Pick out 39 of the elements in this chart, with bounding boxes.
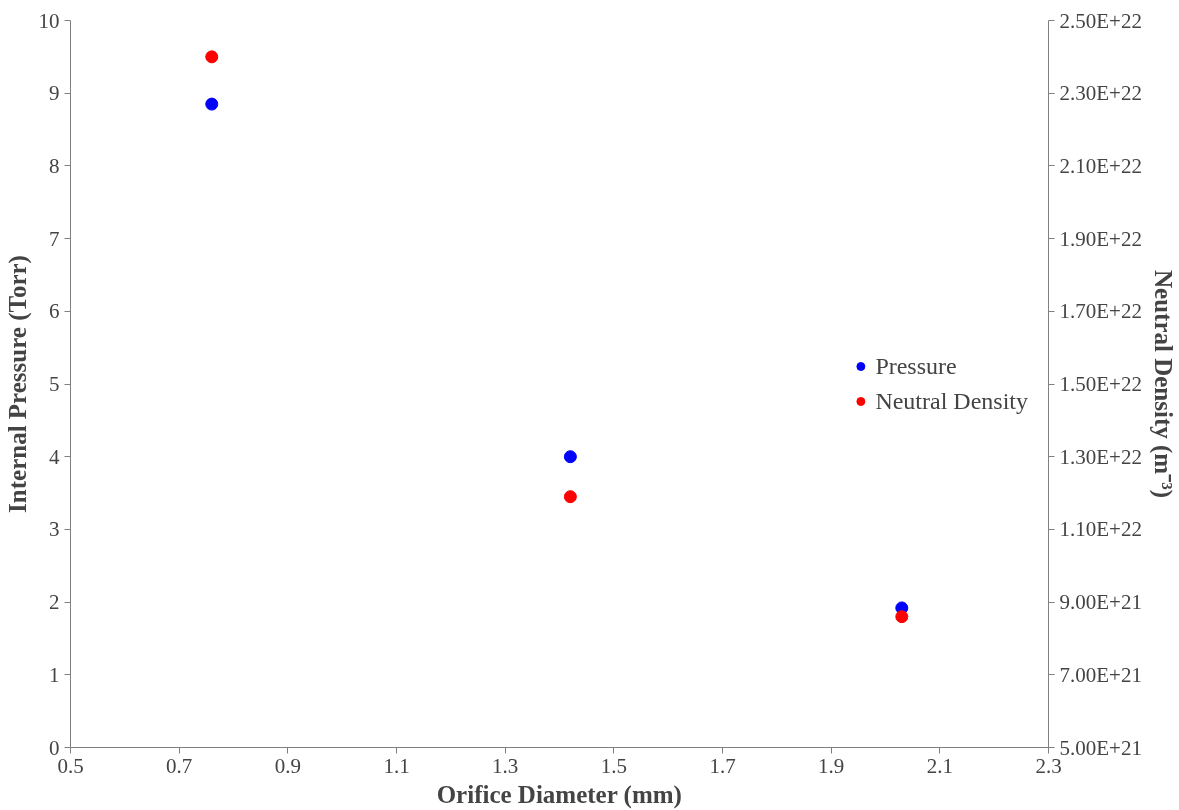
y-tick-label: 9 <box>49 81 60 106</box>
x-tick-label: 1.1 <box>383 753 410 778</box>
y2-tick-label: 1.30E+22 <box>1059 444 1142 469</box>
y2-tick-label: 5.00E+21 <box>1059 735 1142 760</box>
y-tick-label: 7 <box>49 226 60 251</box>
x-tick-label: 2.3 <box>1035 753 1062 778</box>
x-tick-label: 2.1 <box>926 753 953 778</box>
x-tick-label: 1.7 <box>709 753 736 778</box>
x-tick-label: 1.9 <box>818 753 845 778</box>
y-tick-label: 0 <box>49 735 60 760</box>
x-tick-label: 1.5 <box>600 753 627 778</box>
point <box>205 97 219 111</box>
y-tick-label: 3 <box>49 517 60 542</box>
y-tick-label: 8 <box>49 153 60 178</box>
x-tick-label: 0.5 <box>57 753 84 778</box>
y2-tick-label: 2.10E+22 <box>1059 153 1142 178</box>
y2-tick-label: 1.70E+22 <box>1059 299 1142 324</box>
y-tick-label: 4 <box>49 444 60 469</box>
y-tick-label: 10 <box>38 8 60 33</box>
x-tick-label: 0.7 <box>166 753 193 778</box>
x-axis-title: Orifice Diameter (mm) <box>436 780 682 809</box>
x-tick-label: 1.3 <box>492 753 519 778</box>
y2-tick-label: 2.30E+22 <box>1059 81 1142 106</box>
y-tick-label: 2 <box>49 590 60 615</box>
y-axis-title: Internal Pressure (Torr) <box>3 255 32 513</box>
y-tick-label: 5 <box>49 372 60 396</box>
x-tick-label: 0.9 <box>274 753 301 778</box>
y-tick-label: 1 <box>49 662 60 687</box>
y2-axis-title: Neutral Density (m⁻³) <box>1148 270 1177 498</box>
point <box>563 450 577 464</box>
y2-tick-label: 2.50E+22 <box>1059 8 1142 33</box>
y2-tick-label: 1.10E+22 <box>1059 517 1142 542</box>
y2-tick-label: 1.90E+22 <box>1059 226 1142 251</box>
y2-tick-label: 1.50E+22 <box>1059 372 1142 396</box>
y2-tick-label: 9.00E+21 <box>1059 590 1142 615</box>
y-tick-label: 6 <box>49 299 60 324</box>
y2-tick-label: 7.00E+21 <box>1059 662 1142 687</box>
legend-label: Pressure <box>875 352 957 380</box>
legend-label: Neutral Density <box>875 387 1028 415</box>
